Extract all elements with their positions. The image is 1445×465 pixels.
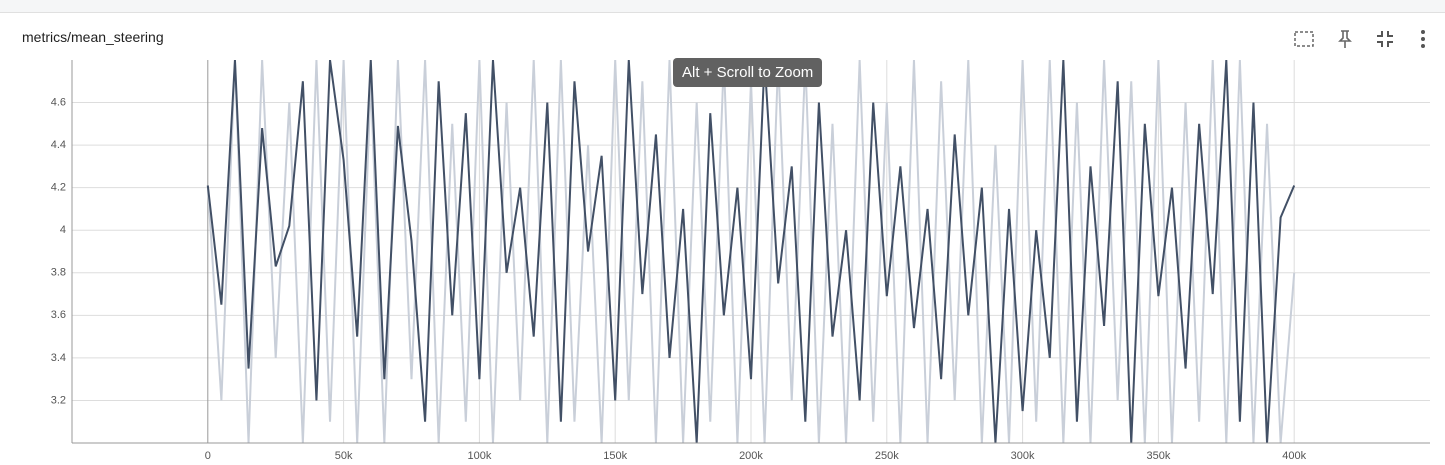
fit-icon[interactable] xyxy=(1293,28,1315,50)
x-tick-label: 350k xyxy=(1146,450,1170,462)
y-tick-label: 4.2 xyxy=(51,182,66,194)
zoom-tooltip: Alt + Scroll to Zoom xyxy=(673,58,823,87)
y-tick-label: 3.4 xyxy=(51,352,66,364)
collapse-icon[interactable] xyxy=(1374,28,1396,50)
y-tick-label: 4.4 xyxy=(51,139,66,151)
menu-icon[interactable] xyxy=(1412,28,1434,50)
x-tick-label: 50k xyxy=(335,450,353,462)
x-tick-label: 250k xyxy=(875,450,899,462)
y-tick-label: 3.2 xyxy=(51,394,66,406)
y-tick-label: 4.6 xyxy=(51,96,66,108)
y-tick-label: 3.8 xyxy=(51,267,66,279)
y-tick-label: 4 xyxy=(60,224,66,236)
x-tick-label: 200k xyxy=(739,450,763,462)
series-line xyxy=(206,60,1296,443)
y-tick-label: 3.6 xyxy=(51,309,66,321)
x-tick-label: 300k xyxy=(1011,450,1035,462)
chart-title: metrics/mean_steering xyxy=(22,29,164,45)
x-tick-label: 0 xyxy=(205,450,211,462)
x-tick-label: 100k xyxy=(467,450,491,462)
pin-icon[interactable] xyxy=(1334,28,1356,50)
x-tick-label: 400k xyxy=(1282,450,1306,462)
x-tick-label: 150k xyxy=(603,450,627,462)
